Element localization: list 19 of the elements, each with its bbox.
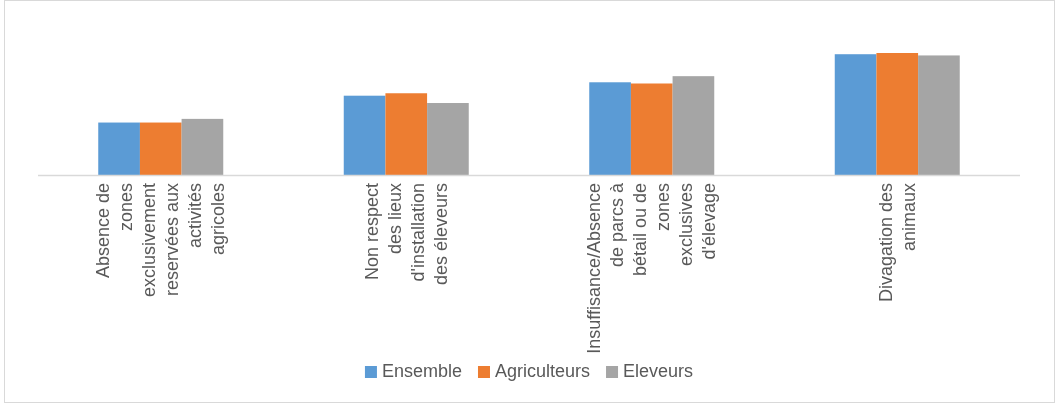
bar [630, 83, 673, 175]
bar [139, 122, 182, 175]
bar [876, 53, 919, 175]
bar [918, 55, 960, 175]
x-tick-label: Non respect des lieux d'installation des éleveurs [361, 183, 451, 286]
x-tick-label: Divagation des animaux [875, 183, 919, 303]
legend-label: Eleveurs [623, 361, 694, 381]
bar [98, 122, 140, 175]
bar [672, 76, 715, 175]
bar [181, 118, 224, 175]
x-tick-label: Absence de zones exclusivement reservées aux activités agricoles [93, 183, 229, 298]
legend-label: Ensemble [381, 361, 462, 381]
legend-label: Agriculteurs [494, 361, 591, 381]
bar [834, 54, 877, 175]
bar [427, 103, 469, 175]
bar [343, 95, 386, 175]
bar [589, 82, 631, 175]
x-tick-label: Insuffisance/Absence de parcs à bétail ou de zones exclusives d'élevage [584, 182, 720, 354]
bar [385, 93, 428, 175]
